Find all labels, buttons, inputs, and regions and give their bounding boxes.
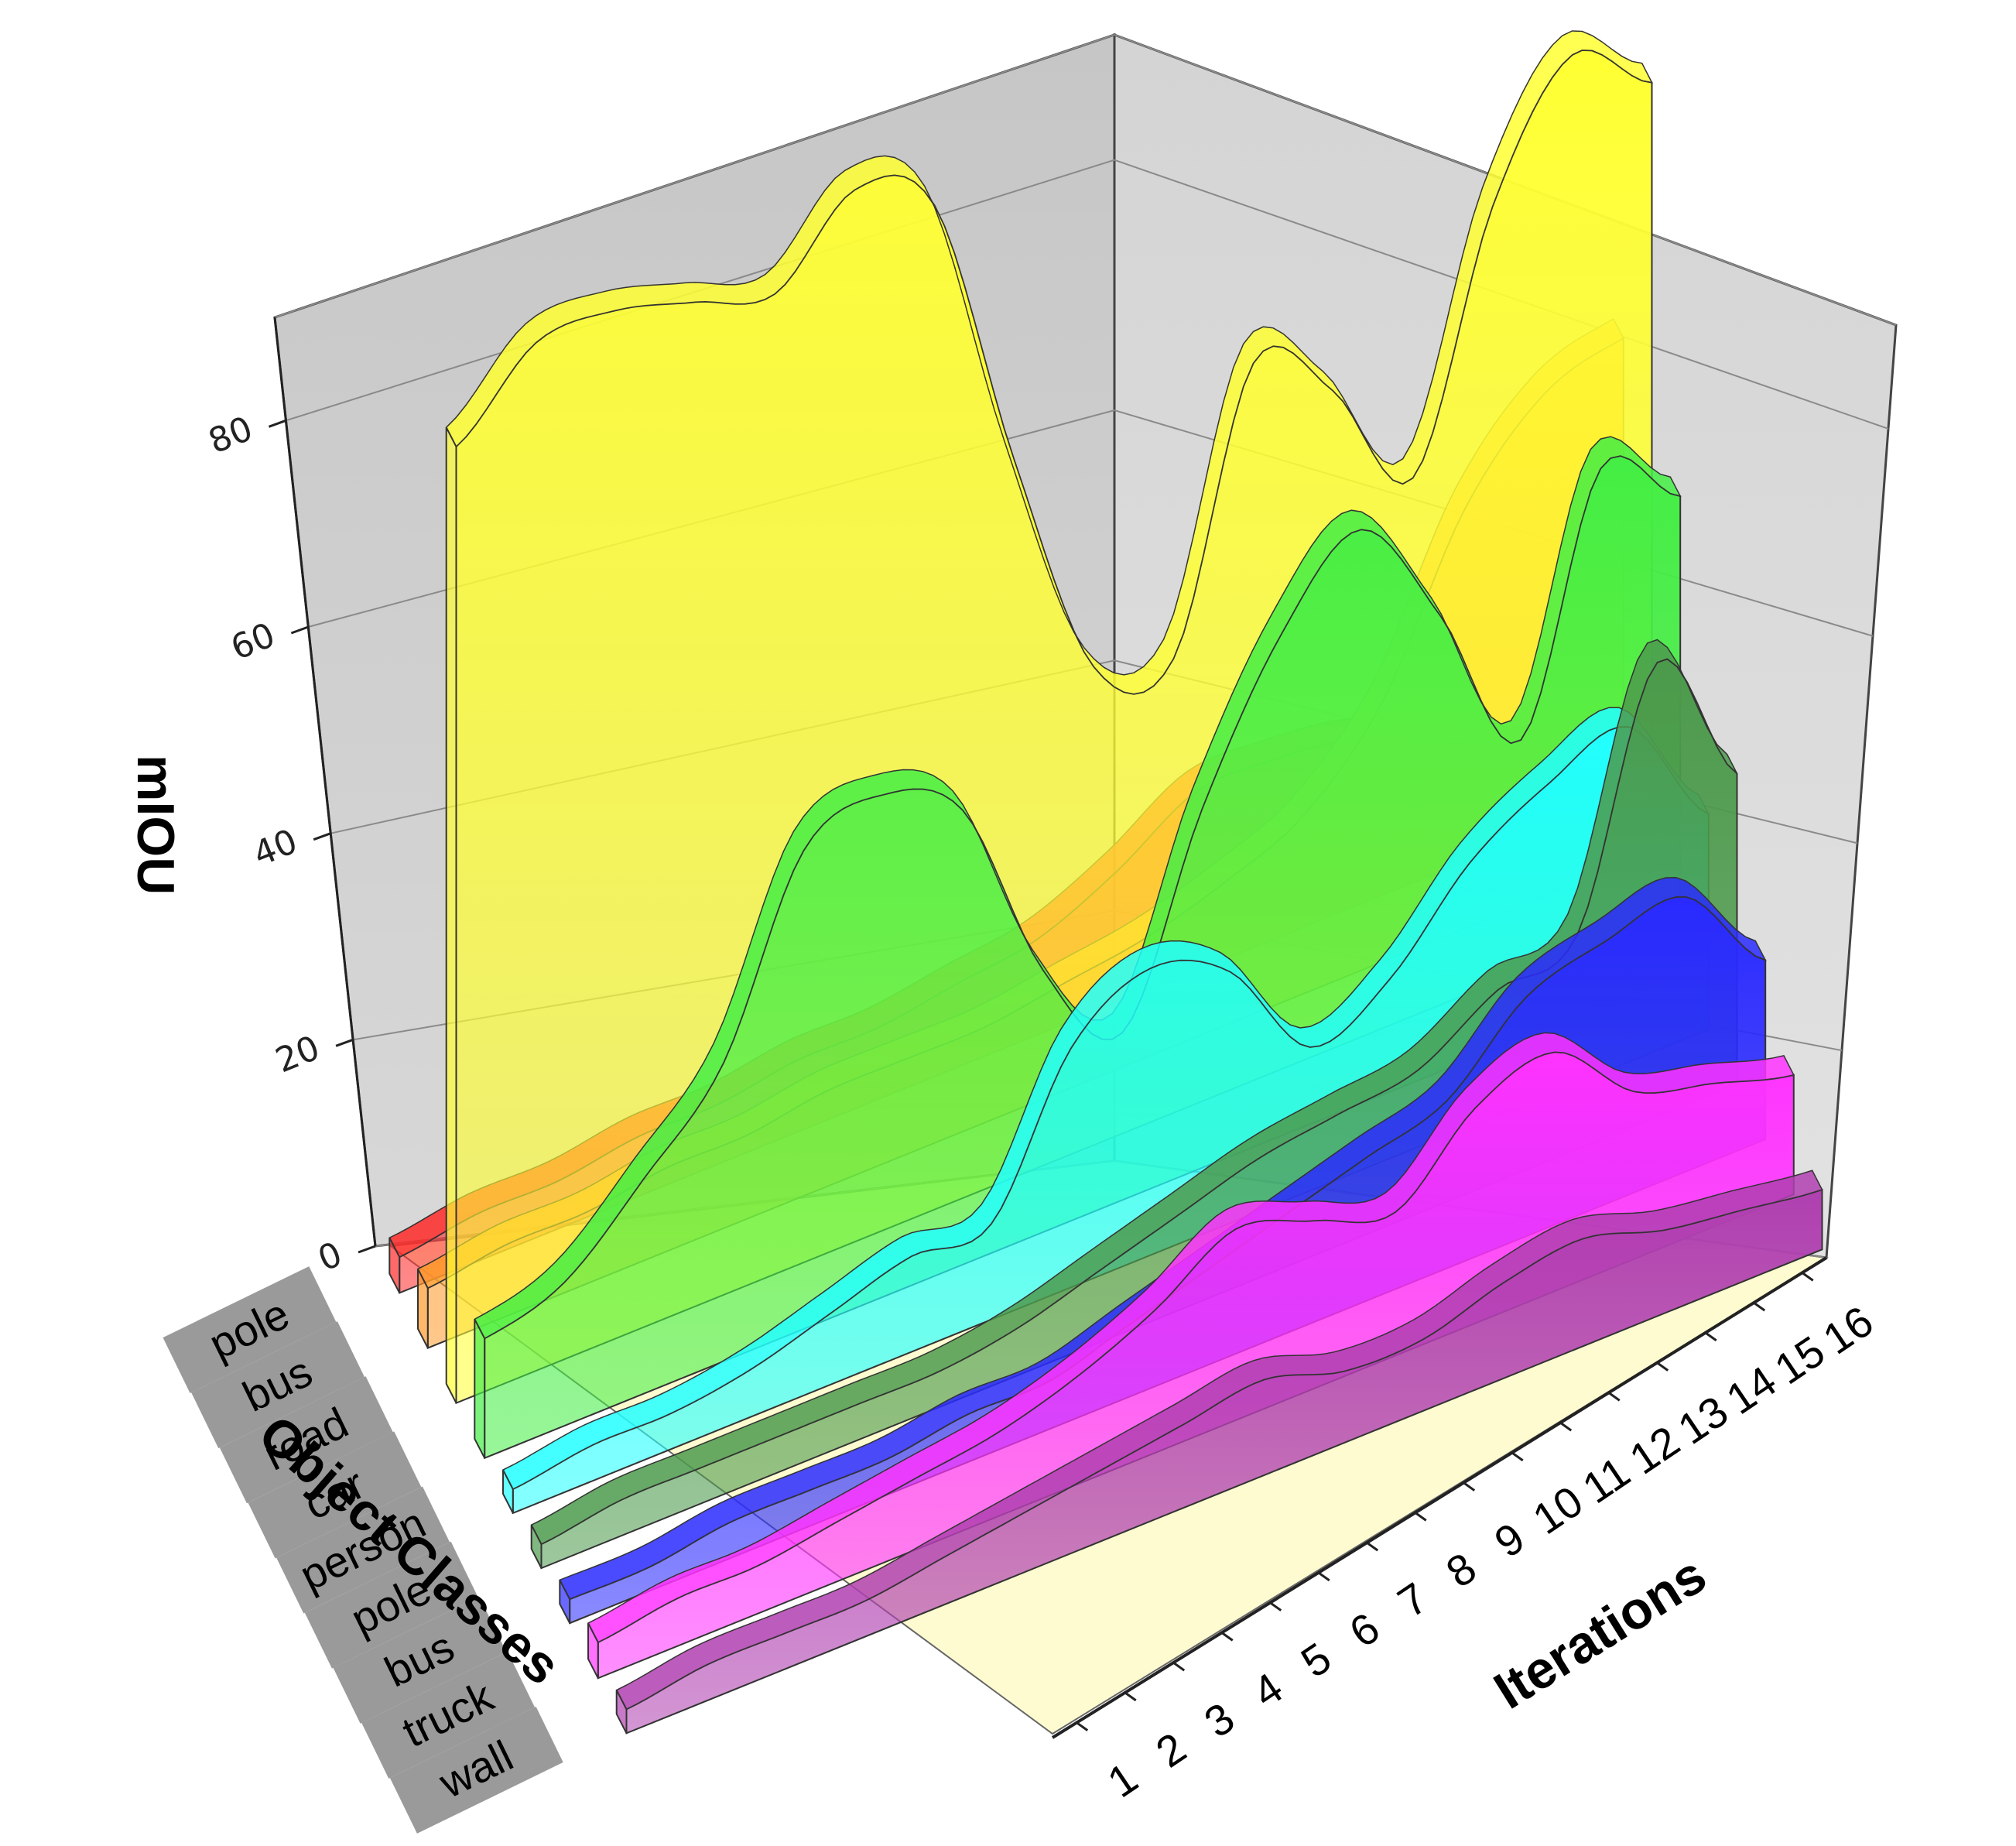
z-tick-label: 0 [313,1235,347,1279]
iteration-tick [1801,1272,1814,1282]
iterations-axis-line [1051,1256,1828,1739]
iteration-tick-label: 7 [1389,1573,1436,1627]
iteration-tick [1607,1392,1621,1402]
ribbon-top [559,876,1767,1601]
iteration-tick-label: 6 [1340,1603,1388,1657]
iteration-tick [1172,1661,1186,1672]
class-label-box [276,1486,450,1614]
ribbon-end [445,426,457,1404]
ribbon-end [615,1690,628,1734]
ribbon-top [530,639,1738,1546]
ribbon-top [587,1032,1795,1643]
iteration-tick [1366,1541,1379,1552]
z-tick [313,832,331,841]
z-tick [268,419,286,428]
ribbons [388,30,1823,1735]
iteration-tick [1220,1632,1234,1642]
class-label-box [333,1596,507,1724]
iteration-tick [1414,1512,1427,1522]
class-label-box [304,1541,478,1669]
miou-axis-title: mIOU [126,755,185,895]
iteration-tick-label: 11 [1574,1447,1638,1513]
ribbon-top [445,30,1653,695]
z-tick [358,1245,376,1254]
iteration-tick-label: 5 [1292,1633,1340,1687]
iteration-tick [1753,1301,1766,1312]
iteration-tick-label: 10 [1524,1476,1591,1543]
iteration-tick-label: 4 [1244,1663,1291,1717]
iteration-tick-label: 16 [1814,1296,1881,1364]
ribbon-top [474,436,1682,1340]
iteration-tick-label: 3 [1196,1693,1243,1747]
class-label-box [248,1431,422,1559]
class-label-box [361,1651,536,1779]
z-tick-label: 40 [248,822,303,875]
iteration-tick-label: 8 [1437,1543,1484,1597]
iteration-tick-label: 1 [1099,1753,1146,1807]
z-axis-line [273,317,377,1247]
z-tick-label: 80 [204,409,258,461]
ribbon-end [474,1318,486,1459]
class-label-box [191,1321,365,1449]
z-tick [335,1038,354,1047]
iteration-tick [1704,1331,1717,1342]
iteration-tick [1317,1571,1330,1582]
iteration-tick [1511,1451,1524,1462]
class-label-box [163,1266,337,1394]
iteration-tick [1269,1601,1282,1611]
iteration-tick-label: 9 [1486,1513,1533,1567]
ribbon-end [388,1237,401,1293]
ribbon-truck [587,1032,1795,1680]
iteration-tick [1559,1421,1573,1432]
iterations-axis-title: Iterations [1484,1545,1717,1721]
ribbon-top [615,1170,1823,1711]
ribbon-wall [615,1170,1823,1735]
ribbon-end [587,1622,599,1679]
z-tick-label: 20 [270,1028,325,1081]
iteration-tick-label: 2 [1147,1723,1194,1777]
ribbon-end [530,1524,543,1569]
class-label-box [219,1376,393,1504]
class-label-box [389,1706,563,1834]
z-tick-label: 60 [225,615,280,668]
ribbon-end [502,1469,514,1514]
ribbon-end [559,1579,571,1624]
ribbon-end [417,1268,429,1349]
iteration-tick [1124,1691,1137,1702]
z-tick [290,625,309,635]
iteration-tick [1656,1361,1669,1372]
iteration-tick [1463,1481,1476,1492]
iteration-tick [1076,1721,1089,1731]
